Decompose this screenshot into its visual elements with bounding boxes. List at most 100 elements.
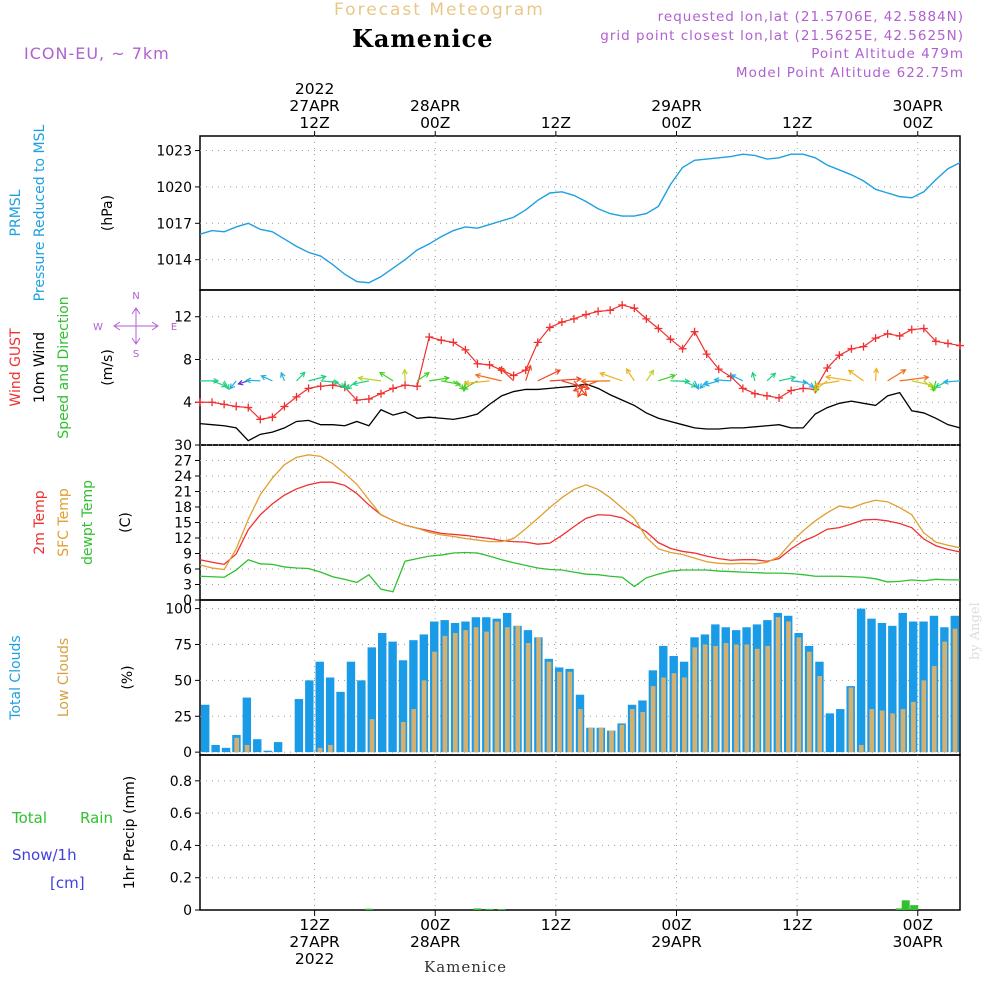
panel-label-temperature: dewpt Temp <box>80 480 96 565</box>
temp-line-2 <box>199 551 960 593</box>
low-cloud-bar <box>411 709 417 753</box>
ytick-label-precip: 0 <box>183 903 192 919</box>
gust-marker <box>956 341 964 350</box>
wind-arrow-shaft <box>802 380 815 388</box>
low-cloud-bar <box>494 621 500 753</box>
gust-marker <box>775 393 784 402</box>
gust-marker <box>256 415 265 424</box>
wind-arrow-head <box>462 384 469 390</box>
wind-arrow-head <box>584 384 591 391</box>
ytick-label-wind: 12 <box>174 310 192 326</box>
wind-arrow-shaft <box>344 380 348 390</box>
panel-unit-wind: (m/s) <box>100 349 116 386</box>
wind-arrow-head <box>730 374 737 380</box>
low-cloud-bar <box>328 744 333 753</box>
wind-arrow-shaft <box>699 380 708 389</box>
ytick-label-temperature: 24 <box>174 469 192 485</box>
wind-arrow-head <box>229 383 236 390</box>
time-label-bottom: 12Z <box>541 916 571 934</box>
wind-arrow-shaft <box>238 380 249 385</box>
gust-marker <box>244 403 253 412</box>
ytick-label-pressure: 1020 <box>156 180 192 196</box>
wind-arrow <box>525 364 533 382</box>
wind-arrow-shaft <box>887 369 906 382</box>
precip-label-rain: Rain <box>80 809 113 827</box>
low-cloud-bar <box>952 628 958 753</box>
low-cloud-bar <box>796 637 802 753</box>
low-cloud-bar <box>890 713 895 753</box>
model-altitude: Model Point Altitude 622.75m <box>735 65 964 81</box>
time-label-top: 12Z <box>782 114 812 132</box>
gust-marker <box>907 325 916 334</box>
wind-arrow <box>429 375 450 382</box>
gust-marker <box>304 384 313 393</box>
gust-marker <box>943 339 952 348</box>
low-cloud-bar <box>432 651 437 753</box>
total-cloud-bar <box>908 621 918 753</box>
ytick-label-pressure: 1017 <box>156 216 192 232</box>
ytick-label-wind: 4 <box>183 395 192 411</box>
panel-unit-temperature: (C) <box>118 512 134 533</box>
temp-line-0 <box>199 481 961 566</box>
wind-arrow-head <box>260 374 267 381</box>
time-label-bottom: 12Z <box>299 916 329 934</box>
gust-marker <box>461 345 470 354</box>
time-label-bottom: 00Z <box>420 916 450 934</box>
wind-arrow <box>401 368 408 381</box>
wind-arrow <box>211 380 228 388</box>
total-cloud-bar <box>825 713 835 753</box>
wind-arrow-shaft <box>943 380 961 383</box>
low-cloud-bar <box>754 648 760 753</box>
total-cloud-bar <box>263 750 272 753</box>
total-cloud-bar <box>877 622 887 753</box>
gust-marker <box>413 382 422 391</box>
precip-label-cm: [cm] <box>50 874 85 892</box>
wind-arrow-shaft <box>899 376 929 382</box>
gust-marker <box>835 351 844 360</box>
ytick-label-precip: 0.2 <box>170 871 192 887</box>
low-cloud-bar <box>536 637 541 753</box>
gust-marker <box>750 389 759 398</box>
wind-arrow-shaft <box>752 372 756 382</box>
wind-arrow <box>416 372 430 382</box>
wind-arrow-head <box>813 381 821 388</box>
gust-marker <box>292 392 301 401</box>
total-cloud-bar <box>388 641 397 753</box>
wind-arrow-head <box>625 368 632 375</box>
gust-marker <box>509 371 518 380</box>
wind-arrow-shaft <box>848 369 864 382</box>
low-cloud-bar <box>400 721 406 753</box>
wind-arrow <box>899 374 930 382</box>
wind-arrow-shaft <box>826 376 852 382</box>
footer-place: Kamenice <box>424 958 507 976</box>
low-cloud-bar <box>661 677 666 753</box>
wind-arrow <box>778 375 797 382</box>
wind-arrow-shaft <box>791 380 808 384</box>
low-cloud-bar <box>859 744 864 753</box>
gust-marker <box>859 342 868 351</box>
gust-marker <box>533 338 542 347</box>
gust-marker <box>437 336 446 345</box>
low-cloud-bar <box>682 677 687 753</box>
gust-marker <box>268 413 277 422</box>
panel-unit-pressure: (hPa) <box>100 195 116 231</box>
gust-marker <box>714 365 723 374</box>
ytick-label-temperature: 3 <box>183 578 192 594</box>
gust-marker <box>401 381 410 390</box>
total-cloud-bar <box>898 612 907 753</box>
wind-arrow-head <box>224 384 230 391</box>
ytick-label-temperature: 12 <box>174 531 192 547</box>
wind-arrow <box>847 369 864 382</box>
wind-arrow-shaft <box>429 377 449 382</box>
wind-arrow <box>802 380 815 388</box>
low-cloud-bar <box>817 676 823 753</box>
gust-marker <box>931 337 940 346</box>
wind-arrow-shaft <box>626 368 635 382</box>
wind-arrow-shaft <box>416 372 430 382</box>
wind-arrow <box>825 374 852 382</box>
panel-label-clouds: Low Clouds <box>56 638 72 717</box>
wind-arrow <box>599 371 623 382</box>
wind-arrow-shaft <box>246 379 261 382</box>
precip-bar <box>910 905 919 910</box>
